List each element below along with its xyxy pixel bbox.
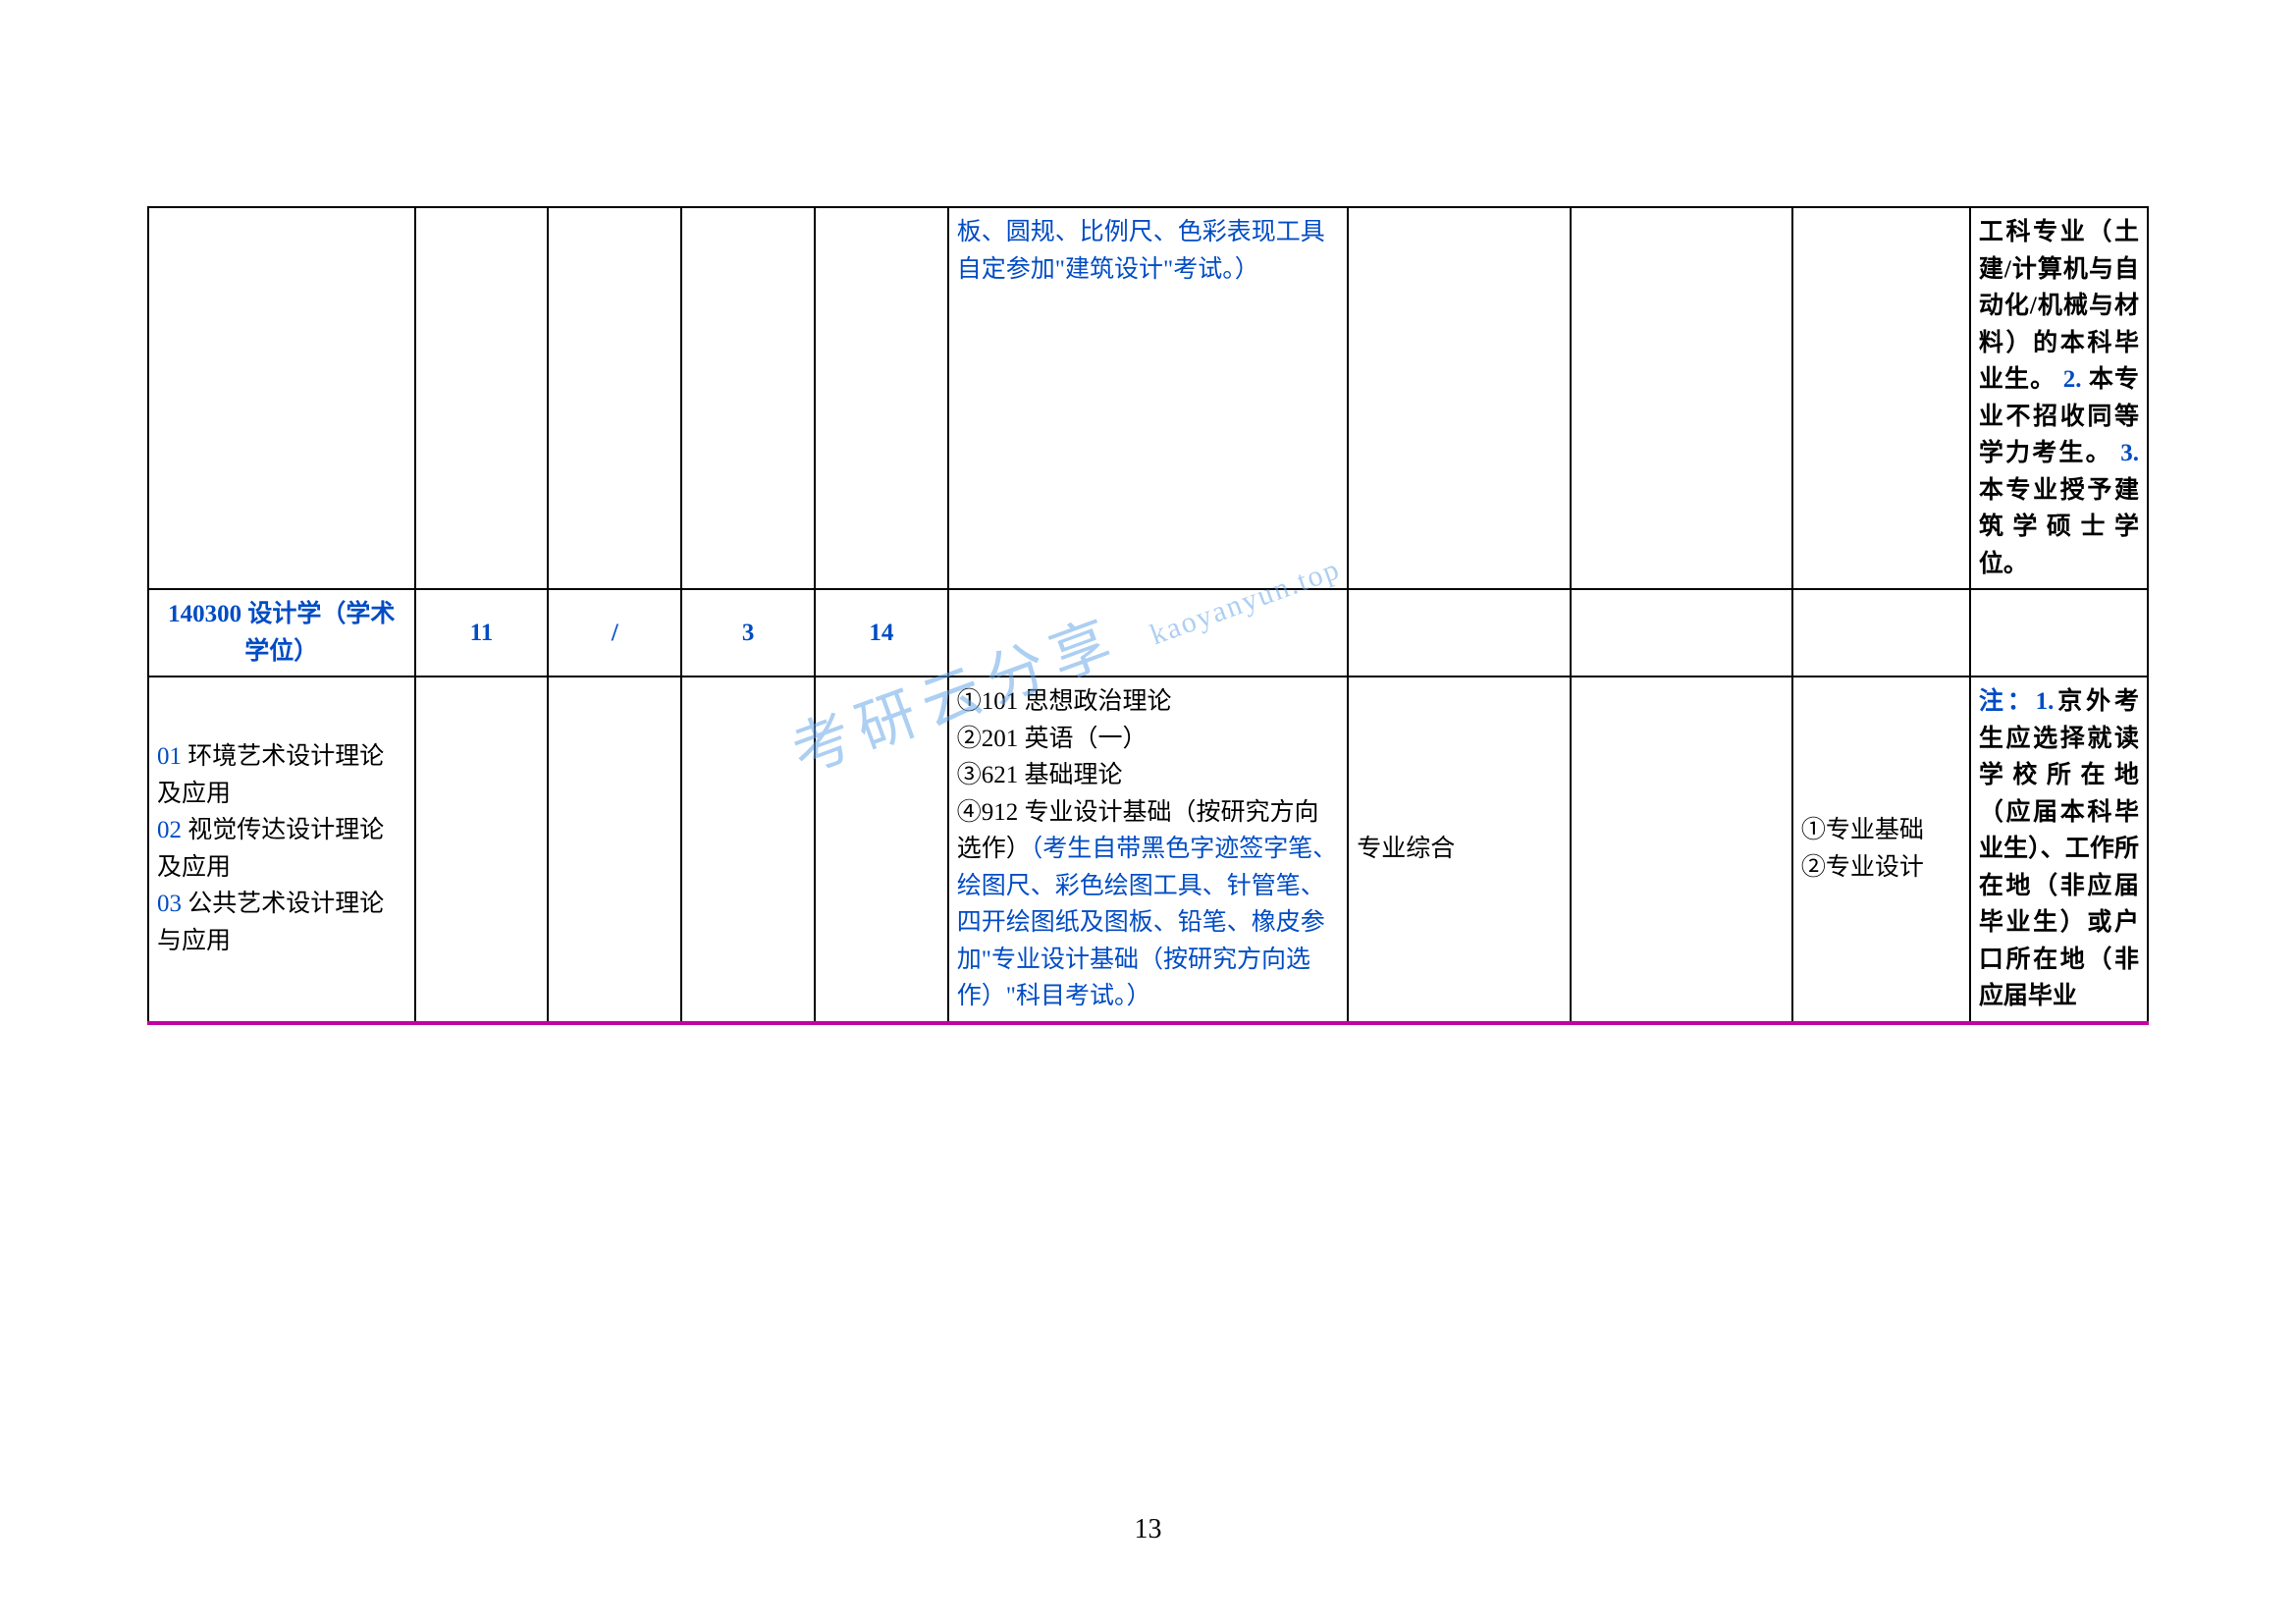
cell-empty: [1970, 589, 2148, 677]
direction-label: 环境艺术设计理论及应用: [157, 743, 384, 807]
remark-num: 3.: [2120, 440, 2139, 466]
remark-body: 京外考生应选择就读学校所在地（应届本科毕业生）、工作所在地（非应届毕业生）或户口…: [1979, 688, 2139, 1009]
cell-empty: [815, 677, 948, 1023]
cell-empty: [681, 677, 815, 1023]
cell-additional-exam: ①专业基础 ②专业设计: [1792, 677, 1970, 1023]
direction-code: 03: [157, 891, 187, 917]
cell-empty: [415, 677, 549, 1023]
cell-empty: [1792, 589, 1970, 677]
cell-num3: [681, 207, 815, 589]
course-table: 板、圆规、比例尺、色彩表现工具自定参加"建筑设计"考试。） 工科专业（土建/计算…: [147, 206, 2149, 1025]
cell-num1: [415, 207, 549, 589]
subject-line: ②201 英语（一）: [957, 721, 1339, 758]
cell-retest: [1348, 207, 1570, 589]
direction-label: 视觉传达设计理论及应用: [157, 817, 384, 881]
cell-remarks: 注：1.京外考生应选择就读学校所在地（应届本科毕业生）、工作所在地（非应届毕业生…: [1970, 677, 2148, 1023]
subject-text: 201 英语（一）: [982, 726, 1148, 752]
subject-text: 101 思想政治理论: [982, 688, 1172, 715]
cell-directions: 01 环境艺术设计理论及应用 02 视觉传达设计理论及应用 03 公共艺术设计理…: [148, 677, 415, 1023]
circled-num: ③: [957, 762, 982, 788]
cell-enroll-1: 11: [415, 589, 549, 677]
cell-major-title: 140300 设计学（学术学位）: [148, 589, 415, 677]
cell-empty: [1571, 589, 1792, 677]
page-number: 13: [0, 1514, 2296, 1545]
subject-text: 621 基础理论: [982, 762, 1123, 788]
direction-item: 01 环境艺术设计理论及应用: [157, 738, 406, 812]
cell-enroll-2: /: [548, 589, 681, 677]
circled-num: ②: [957, 726, 982, 752]
additional-item: ②专业设计: [1801, 849, 1961, 887]
cell-empty: [1571, 677, 1792, 1023]
table-row: 01 环境艺术设计理论及应用 02 视觉传达设计理论及应用 03 公共艺术设计理…: [148, 677, 2148, 1023]
cell-empty: [948, 589, 1348, 677]
cell-empty: [548, 677, 681, 1023]
direction-label: 公共艺术设计理论与应用: [157, 891, 384, 954]
cell-exam-subjects: 板、圆规、比例尺、色彩表现工具自定参加"建筑设计"考试。）: [948, 207, 1348, 589]
cell-enroll-3: 3: [681, 589, 815, 677]
circled-num: ④: [957, 799, 982, 826]
cell-major: [148, 207, 415, 589]
remark-prefix: 注：1.: [1979, 688, 2055, 715]
subject-line: ③621 基础理论: [957, 757, 1339, 794]
cell-extra2: [1792, 207, 1970, 589]
cell-num2: [548, 207, 681, 589]
subject-line: ①101 思想政治理论: [957, 683, 1339, 721]
cell-enroll-4: 14: [815, 589, 948, 677]
subject-line: ④912 专业设计基础（按研究方向选作）（考生自带黑色字迹签字笔、绘图尺、彩色绘…: [957, 794, 1339, 1015]
cell-empty: [1348, 589, 1570, 677]
cell-remarks: 工科专业（土建/计算机与自动化/机械与材料）的本科毕业生。 2. 本专业不招收同…: [1970, 207, 2148, 589]
cell-retest-subject: 专业综合: [1348, 677, 1570, 1023]
exam-note-continued: 板、圆规、比例尺、色彩表现工具自定参加"建筑设计"考试。）: [957, 219, 1325, 283]
page-container: 考研云分享 kaoyanyun.top 板、圆规、比例尺、色彩表现工具自定参加"…: [0, 0, 2296, 1624]
direction-code: 01: [157, 743, 187, 770]
direction-item: 02 视觉传达设计理论及应用: [157, 812, 406, 886]
direction-item: 03 公共艺术设计理论与应用: [157, 886, 406, 959]
circled-num: ①: [957, 688, 982, 715]
cell-num4: [815, 207, 948, 589]
cell-exam-subjects: ①101 思想政治理论 ②201 英语（一） ③621 基础理论 ④912 专业…: [948, 677, 1348, 1023]
direction-code: 02: [157, 817, 187, 843]
remark-part: 本专业授予建筑学硕士学位。: [1979, 477, 2139, 577]
table-row: 板、圆规、比例尺、色彩表现工具自定参加"建筑设计"考试。） 工科专业（土建/计算…: [148, 207, 2148, 589]
cell-extra1: [1571, 207, 1792, 589]
remark-num: 2.: [2063, 366, 2082, 393]
table-row: 140300 设计学（学术学位） 11 / 3 14: [148, 589, 2148, 677]
additional-item: ①专业基础: [1801, 812, 1961, 849]
